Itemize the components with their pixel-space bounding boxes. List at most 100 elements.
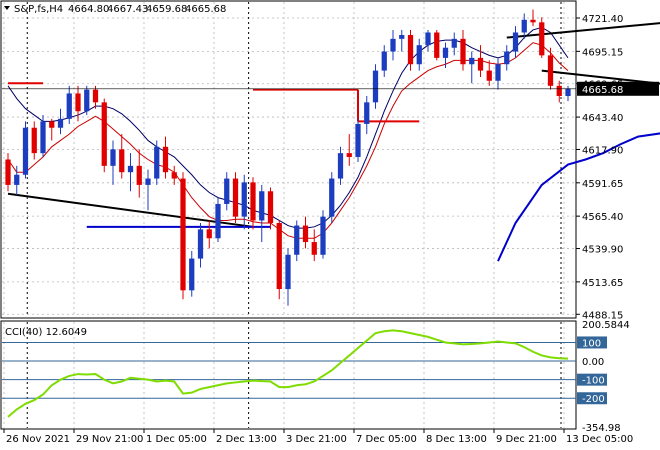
candle-body: [101, 102, 107, 166]
candle-body: [92, 89, 99, 103]
candle-body: [206, 229, 212, 239]
dropdown-arrow-icon[interactable]: [4, 6, 10, 10]
candle-body: [189, 258, 195, 291]
cci-level-box: [577, 373, 607, 386]
candle-body: [311, 242, 317, 255]
candle-body: [66, 93, 72, 119]
candle-body: [469, 57, 475, 65]
candle-body: [49, 121, 55, 128]
cci-tick-label: 100: [582, 338, 601, 349]
cci-indicator: 200.5844 100 0.00 -100 -200 -354.98: [2, 320, 630, 434]
candle-body: [346, 153, 352, 157]
candle-body: [84, 89, 90, 112]
candle-body: [154, 146, 160, 179]
current-price-label: 4665.68: [582, 85, 623, 96]
price-tick-label: 4721.40: [582, 14, 623, 25]
candle-body: [355, 123, 361, 157]
candle-body: [232, 178, 239, 217]
candle-body: [40, 121, 46, 154]
price-axis: 4488.15 4513.65 4539.90 4565.40 4591.65 4617.…: [2, 14, 659, 321]
candle-body: [14, 174, 20, 185]
candle-body: [57, 118, 64, 128]
candle-body: [442, 47, 449, 58]
time-tick-label: 26 Nov 2021: [6, 434, 70, 445]
candle-body: [547, 55, 554, 86]
chart-symbol: S&P,fs,H4: [14, 4, 63, 15]
candle-body: [110, 149, 116, 166]
price-tick-label: 4488.15: [582, 310, 623, 321]
moving-averages: [7, 26, 569, 239]
candle-body: [521, 19, 527, 33]
candle-body: [267, 191, 274, 224]
time-tick-label: 29 Nov 21:00: [76, 434, 143, 445]
candle-body: [381, 51, 387, 71]
candle-body: [372, 70, 379, 103]
time-tick-label: 2 Dec 13:00: [216, 434, 277, 445]
candle-body: [504, 51, 510, 65]
slow-ma-line: [7, 26, 569, 229]
candle-body: [5, 159, 11, 185]
price-tick-label: 4695.15: [582, 47, 623, 58]
candle-body: [127, 165, 134, 173]
candles: [5, 9, 571, 306]
candle-body: [425, 32, 431, 46]
candle-body: [399, 35, 405, 39]
candle-body: [364, 102, 370, 124]
candle-body: [250, 182, 256, 221]
candle-body: [31, 127, 37, 154]
candle-body: [407, 35, 414, 65]
candle-body: [241, 182, 247, 217]
time-tick-label: 1 Dec 05:00: [146, 434, 207, 445]
channel-line: [506, 22, 660, 39]
candle-body: [215, 203, 221, 239]
candle-body: [477, 57, 484, 71]
candle-body: [276, 223, 282, 290]
candle-body: [197, 229, 204, 259]
price-tick-label: 4565.40: [582, 212, 623, 223]
cci-tick-label: -100: [582, 376, 605, 387]
ohlc-open: 4664.80: [68, 4, 109, 15]
price-tick-label: 4513.65: [582, 278, 623, 289]
candle-body: [285, 254, 291, 290]
current-price-box: [577, 81, 659, 96]
cci-tick-label: 0.00: [582, 357, 604, 368]
cci-level-box: [577, 336, 607, 349]
candle-body: [75, 93, 81, 112]
candle-body: [136, 165, 142, 185]
price-tick-label: 4643.40: [582, 113, 623, 124]
cci-label: CCI(40) 12.6049: [5, 327, 87, 338]
candle-body: [259, 191, 265, 221]
candle-body: [224, 178, 230, 204]
price-tick-label: 4617.90: [582, 145, 623, 156]
candle-body: [119, 149, 125, 173]
candle-body: [162, 146, 169, 173]
time-tick-label: 9 Dec 21:00: [496, 434, 557, 445]
candle-body: [530, 19, 536, 23]
ohlc-close: 4665.68: [185, 4, 226, 15]
time-tick-label: 13 Dec 05:00: [566, 434, 633, 445]
candle-body: [451, 38, 457, 48]
cci-tick-label: -200: [582, 394, 605, 405]
channel-line: [7, 192, 254, 228]
candle-body: [539, 22, 545, 56]
candle-body: [329, 178, 335, 217]
cci-tick-label: -354.98: [582, 423, 621, 434]
channel-line: [541, 69, 660, 85]
candle-body: [434, 32, 440, 58]
cci-tick-label: 200.5844: [582, 320, 630, 331]
candle-body: [180, 178, 186, 291]
channel-lines: [7, 22, 660, 228]
candle-body: [416, 45, 422, 65]
candle-body: [565, 88, 571, 96]
price-tick-label: 4591.65: [582, 179, 623, 190]
trend-ramp-line: [497, 132, 660, 262]
cci-line: [7, 329, 569, 418]
candle-body: [460, 38, 466, 65]
candle-body: [145, 178, 151, 185]
ohlc-low: 4659.68: [146, 4, 187, 15]
time-tick-label: 8 Dec 13:00: [426, 434, 487, 445]
candle-body: [302, 225, 309, 243]
time-tick-label: 7 Dec 05:00: [356, 434, 417, 445]
price-tick-label: 4539.90: [582, 245, 623, 256]
